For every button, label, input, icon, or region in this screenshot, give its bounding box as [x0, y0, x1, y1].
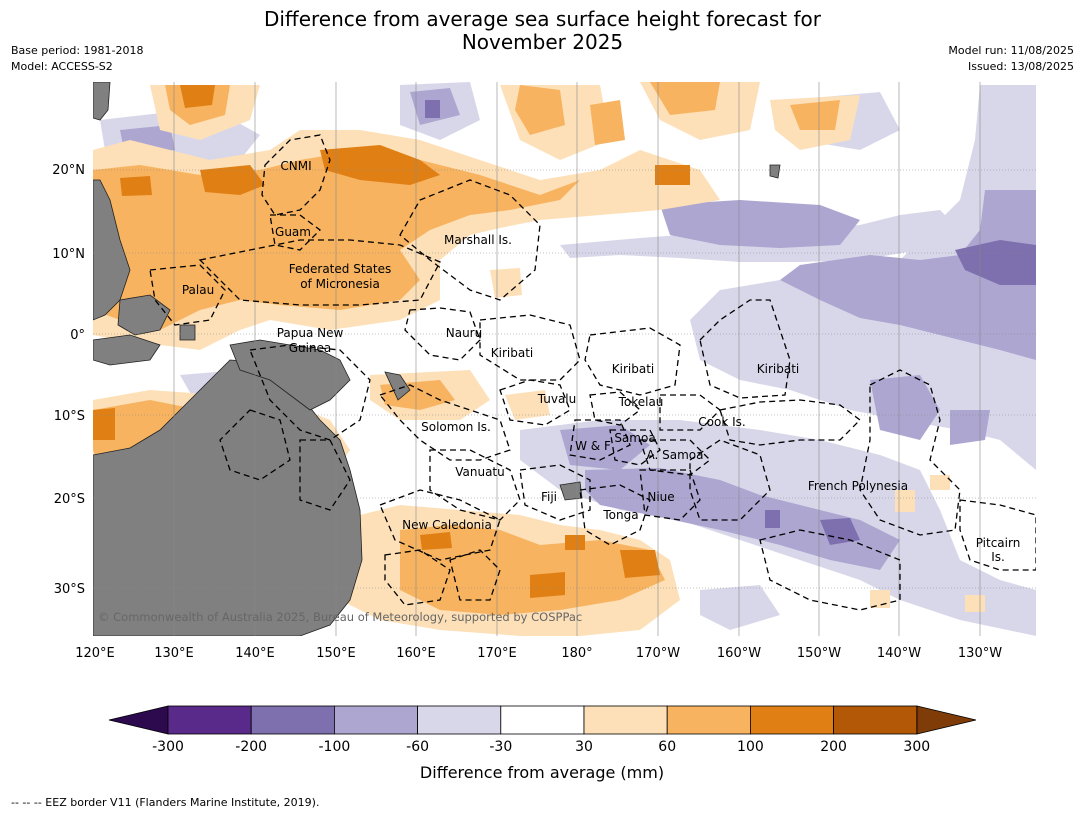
label-kiribati-central: Kiribati: [612, 362, 654, 376]
label-tonga: Tonga: [602, 508, 638, 522]
lon-tick: 150°E: [316, 646, 356, 661]
eez-borders: [149, 134, 1036, 611]
label-nauru: Nauru: [446, 326, 482, 340]
lon-tick: 140°W: [877, 646, 921, 661]
colorbar-swatch: [250, 705, 335, 735]
region-labels: CNMI Guam Marshall Is. Federated States …: [182, 159, 1020, 564]
lat-tick: 10°S: [54, 409, 85, 424]
colorbar-swatch: [333, 705, 418, 735]
label-kiribati-west: Kiribati: [491, 346, 533, 360]
lat-tick: 20°S: [54, 492, 85, 507]
lon-tick: 120°E: [75, 646, 115, 661]
meta-right: Model run: 11/08/2025 Issued: 13/08/2025: [948, 43, 1074, 75]
lat-tick: 30°S: [54, 582, 85, 597]
colorbar-tick-label: 30: [575, 739, 593, 755]
label-solomon: Solomon Is.: [421, 420, 491, 434]
colorbar-tick-label: 300: [903, 739, 930, 755]
lon-tick: 170°W: [636, 646, 680, 661]
colorbar-over-arrow: [916, 705, 977, 735]
label-new-caledonia: New Caledonia: [402, 518, 492, 532]
label-png-2: Guinea: [289, 341, 332, 355]
lon-tick: 160°E: [396, 646, 436, 661]
map-title: Difference from average sea surface heig…: [0, 8, 1085, 54]
negative-anomaly-medium: [120, 88, 1036, 570]
colorbar-swatch: [417, 705, 502, 735]
colorbar-ticks: -300 -200 -100 -60 -30 30 60 100 200 300: [152, 739, 930, 755]
label-niue: Niue: [647, 490, 674, 504]
colorbar-swatches: [167, 705, 918, 735]
model-run: Model run: 11/08/2025: [948, 44, 1074, 57]
colorbar-tick-label: 60: [658, 739, 676, 755]
label-tuvalu: Tuvalu: [537, 392, 577, 406]
eez-footnote: -- -- -- EEZ border V11 (Flanders Marine…: [11, 796, 320, 809]
label-fsm-2: of Micronesia: [300, 277, 380, 291]
graticule: [93, 82, 1036, 636]
landmass: [93, 82, 781, 636]
copyright-note: © Commonwealth of Australia 2025, Bureau…: [98, 610, 582, 624]
colorbar-label: Difference from average (mm): [420, 763, 664, 782]
lon-tick: 150°W: [797, 646, 841, 661]
colorbar-swatch: [500, 705, 585, 735]
label-cook: Cook Is.: [698, 415, 745, 429]
label-american-samoa: A. Samoa: [647, 448, 704, 462]
positive-anomaly-strong: [93, 85, 690, 598]
colorbar-under-arrow: [108, 705, 169, 735]
label-pitcairn-2: Is.: [991, 550, 1005, 564]
label-fiji: Fiji: [541, 490, 557, 504]
colorbar-swatch: [833, 705, 918, 735]
label-pitcairn-1: Pitcairn: [976, 536, 1021, 550]
issued-date: Issued: 13/08/2025: [967, 60, 1074, 73]
colorbar-tick-label: 200: [820, 739, 847, 755]
map-area: CNMI Guam Marshall Is. Federated States …: [93, 82, 1036, 636]
colorbar-swatch: [167, 705, 252, 735]
lat-tick: 10°N: [52, 247, 85, 262]
colorbar-tick-label: 100: [737, 739, 764, 755]
lon-tick: 130°E: [154, 646, 194, 661]
model-name: Model: ACCESS-S2: [11, 60, 113, 73]
lon-axis: 120°E 130°E 140°E 150°E 160°E 170°E 180°…: [75, 646, 1002, 661]
title-line-2: November 2025: [461, 30, 624, 54]
lat-tick: 0°: [70, 328, 85, 343]
label-samoa: Samoa: [614, 431, 655, 445]
label-kiribati-east: Kiribati: [757, 362, 799, 376]
colorbar-tick-label: -200: [235, 739, 267, 755]
label-png-1: Papua New: [277, 326, 344, 340]
colorbar-swatch: [583, 705, 668, 735]
label-guam: Guam: [275, 225, 311, 239]
colorbar-swatch: [666, 705, 751, 735]
base-period: Base period: 1981-2018: [11, 44, 144, 57]
lon-tick: 160°W: [717, 646, 761, 661]
colorbar-tick-label: -100: [319, 739, 351, 755]
label-wallis-futuna: W & F: [575, 439, 611, 453]
label-marshall: Marshall Is.: [444, 233, 512, 247]
colorbar-tick-label: -30: [489, 739, 512, 755]
label-french-polynesia: French Polynesia: [808, 479, 908, 493]
label-vanuatu: Vanuatu: [455, 465, 505, 479]
lat-tick: 20°N: [52, 163, 85, 178]
meta-left: Base period: 1981-2018 Model: ACCESS-S2: [11, 43, 143, 75]
lon-tick: 180°: [561, 646, 592, 661]
lon-tick: 140°E: [235, 646, 275, 661]
lon-tick: 130°W: [958, 646, 1002, 661]
title-line-1: Difference from average sea surface heig…: [263, 7, 822, 31]
label-cnmi: CNMI: [280, 159, 311, 173]
lon-tick: 170°E: [477, 646, 517, 661]
label-fsm-1: Federated States: [289, 262, 391, 276]
colorbar-tick-label: -60: [406, 739, 429, 755]
label-tokelau: Tokelau: [618, 395, 664, 409]
negative-anomaly-strong: [425, 100, 1036, 545]
label-palau: Palau: [182, 283, 214, 297]
lat-axis: 20°N 10°N 0° 10°S 20°S 30°S: [52, 163, 85, 597]
colorbar-swatch: [750, 705, 835, 735]
colorbar: -300 -200 -100 -60 -30 30 60 100 200 300 Differen…: [108, 705, 977, 782]
colorbar-tick-label: -300: [152, 739, 184, 755]
